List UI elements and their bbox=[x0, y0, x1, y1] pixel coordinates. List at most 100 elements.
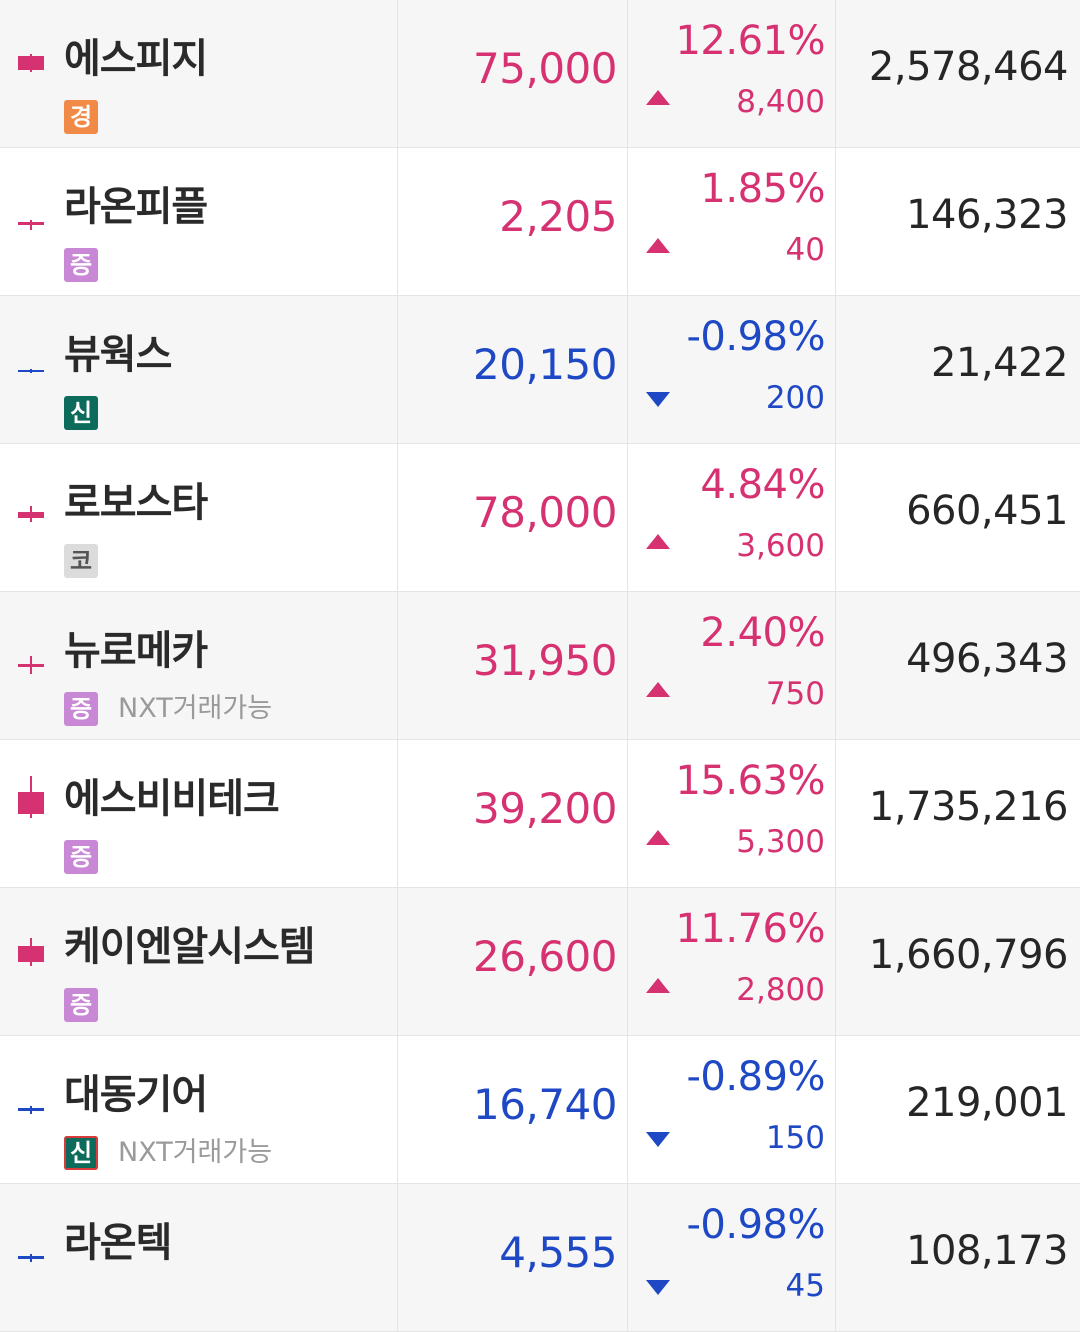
triangle-up-icon bbox=[646, 830, 670, 845]
column-divider bbox=[627, 740, 628, 887]
triangle-down-icon bbox=[646, 392, 670, 407]
current-price: 2,205 bbox=[499, 192, 617, 241]
triangle-down-icon bbox=[646, 1132, 670, 1147]
current-price: 78,000 bbox=[473, 488, 617, 537]
change-amount: 45 bbox=[785, 1268, 825, 1304]
column-divider bbox=[397, 740, 398, 887]
market-badge: 코 bbox=[64, 544, 98, 578]
triangle-up-icon bbox=[646, 238, 670, 253]
current-price: 39,200 bbox=[473, 784, 617, 833]
current-price: 16,740 bbox=[473, 1080, 617, 1129]
stock-row[interactable]: 뉴로메카 증 NXT거래가능 31,950 2.40% 750 496,343 bbox=[0, 592, 1080, 740]
trading-volume: 660,451 bbox=[906, 488, 1068, 534]
column-divider bbox=[627, 1184, 628, 1331]
market-badge: 증 bbox=[64, 840, 98, 874]
stock-name[interactable]: 로보스타 bbox=[64, 480, 208, 526]
stock-row[interactable]: 라온텍 4,555 -0.98% 45 108,173 bbox=[0, 1184, 1080, 1332]
current-price: 75,000 bbox=[473, 44, 617, 93]
market-badge: 증 bbox=[64, 692, 98, 726]
column-divider bbox=[397, 1184, 398, 1331]
stock-name[interactable]: 에스비비테크 bbox=[64, 776, 280, 822]
market-badge: 신 bbox=[64, 1136, 98, 1170]
market-badge: 경 bbox=[64, 100, 98, 134]
triangle-up-icon bbox=[646, 978, 670, 993]
nxt-tradable-label: NXT거래가능 bbox=[118, 1137, 273, 1168]
change-percent: 2.40% bbox=[700, 610, 825, 656]
candlestick-icon bbox=[18, 1106, 44, 1114]
column-divider bbox=[397, 148, 398, 295]
column-divider bbox=[835, 888, 836, 1035]
candlestick-icon bbox=[18, 54, 44, 72]
stock-name[interactable]: 에스피지 bbox=[64, 36, 208, 82]
market-badge: 증 bbox=[64, 248, 98, 282]
column-divider bbox=[627, 444, 628, 591]
current-price: 26,600 bbox=[473, 932, 617, 981]
change-percent: -0.98% bbox=[686, 1202, 825, 1248]
trading-volume: 1,660,796 bbox=[868, 932, 1069, 978]
column-divider bbox=[397, 0, 398, 147]
stock-row[interactable]: 로보스타 코 78,000 4.84% 3,600 660,451 bbox=[0, 444, 1080, 592]
column-divider bbox=[835, 1184, 836, 1331]
column-divider bbox=[835, 148, 836, 295]
change-percent: 11.76% bbox=[675, 906, 825, 952]
column-divider bbox=[835, 740, 836, 887]
triangle-up-icon bbox=[646, 682, 670, 697]
column-divider bbox=[835, 0, 836, 147]
column-divider bbox=[835, 444, 836, 591]
change-amount: 150 bbox=[765, 1120, 825, 1156]
column-divider bbox=[627, 148, 628, 295]
current-price: 31,950 bbox=[473, 636, 617, 685]
column-divider bbox=[397, 888, 398, 1035]
column-divider bbox=[397, 296, 398, 443]
change-amount: 750 bbox=[765, 676, 825, 712]
change-percent: 12.61% bbox=[675, 18, 825, 64]
column-divider bbox=[627, 0, 628, 147]
stock-row[interactable]: 에스비비테크 증 39,200 15.63% 5,300 1,735,216 bbox=[0, 740, 1080, 888]
column-divider bbox=[397, 444, 398, 591]
change-percent: 4.84% bbox=[700, 462, 825, 508]
change-amount: 8,400 bbox=[736, 84, 825, 120]
candlestick-icon bbox=[18, 220, 44, 230]
column-divider bbox=[397, 592, 398, 739]
stock-row[interactable]: 뷰웍스 신 20,150 -0.98% 200 21,422 bbox=[0, 296, 1080, 444]
column-divider bbox=[835, 1036, 836, 1183]
column-divider bbox=[627, 888, 628, 1035]
change-amount: 200 bbox=[765, 380, 825, 416]
current-price: 20,150 bbox=[473, 340, 617, 389]
market-badge: 증 bbox=[64, 988, 98, 1022]
change-amount: 40 bbox=[785, 232, 825, 268]
candlestick-icon bbox=[18, 938, 44, 966]
change-percent: 15.63% bbox=[675, 758, 825, 804]
candlestick-icon bbox=[18, 656, 44, 674]
column-divider bbox=[835, 592, 836, 739]
trading-volume: 496,343 bbox=[906, 636, 1068, 682]
stock-name[interactable]: 케이엔알시스템 bbox=[64, 924, 316, 970]
column-divider bbox=[627, 296, 628, 443]
candlestick-icon bbox=[18, 506, 44, 522]
trading-volume: 21,422 bbox=[931, 340, 1068, 386]
stock-name[interactable]: 뉴로메카 bbox=[64, 628, 208, 674]
change-percent: 1.85% bbox=[700, 166, 825, 212]
trading-volume: 146,323 bbox=[906, 192, 1068, 238]
triangle-up-icon bbox=[646, 534, 670, 549]
change-percent: -0.89% bbox=[686, 1054, 825, 1100]
triangle-up-icon bbox=[646, 90, 670, 105]
trading-volume: 2,578,464 bbox=[868, 44, 1069, 90]
column-divider bbox=[627, 1036, 628, 1183]
stock-name[interactable]: 뷰웍스 bbox=[64, 332, 172, 378]
change-percent: -0.98% bbox=[686, 314, 825, 360]
column-divider bbox=[835, 296, 836, 443]
stock-name[interactable]: 라온피플 bbox=[64, 184, 208, 230]
change-amount: 2,800 bbox=[736, 972, 825, 1008]
stock-name[interactable]: 라온텍 bbox=[64, 1220, 172, 1266]
candlestick-icon bbox=[18, 1254, 44, 1262]
stock-name[interactable]: 대동기어 bbox=[64, 1072, 208, 1118]
column-divider bbox=[397, 1036, 398, 1183]
trading-volume: 1,735,216 bbox=[868, 784, 1069, 830]
stock-row[interactable]: 대동기어 신 NXT거래가능 16,740 -0.89% 150 219,001 bbox=[0, 1036, 1080, 1184]
candlestick-icon bbox=[18, 776, 44, 818]
